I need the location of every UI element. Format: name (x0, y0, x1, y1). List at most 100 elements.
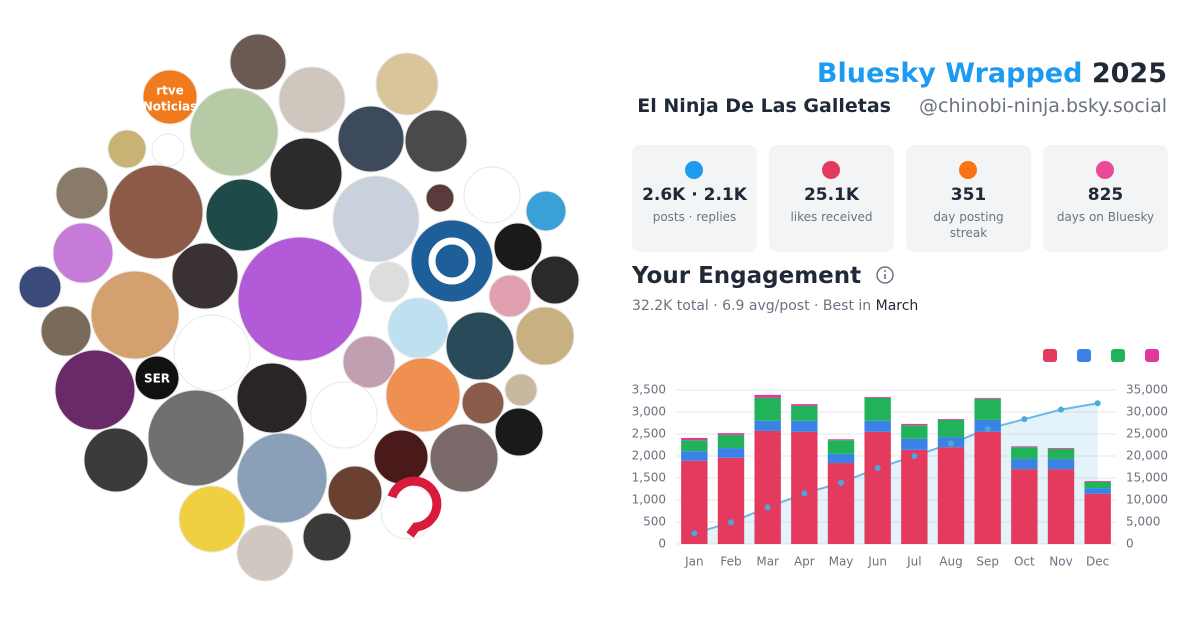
bar-segment (1084, 493, 1111, 544)
bar-segment (717, 448, 745, 458)
legend-icon[interactable] (1043, 349, 1057, 362)
x-tick-label: Jan (684, 555, 704, 569)
y2-tick-label: 35,000 (1126, 383, 1168, 397)
stat-label: day posting streak (933, 210, 1004, 240)
y-tick-label: 2,500 (632, 427, 666, 441)
stat-label: likes received (790, 210, 873, 224)
bar-segment (754, 420, 781, 431)
stat-value: 25.1K (803, 185, 860, 205)
avatar (425, 183, 455, 213)
line-point (1058, 406, 1064, 413)
avatar (445, 311, 515, 381)
bar-segment (1011, 459, 1038, 470)
avatar (387, 297, 449, 359)
bar-segment (901, 449, 928, 544)
handle: @chinobi-ninja.bsky.social (919, 95, 1167, 117)
avatar (302, 512, 352, 562)
y-tick-label: 2,000 (632, 449, 666, 463)
bar-segment (791, 420, 818, 432)
line-point (838, 479, 844, 486)
stat-icon (685, 161, 703, 179)
stat-label: posts · replies (652, 210, 737, 224)
stat-card: 25.1K likes received (769, 145, 894, 252)
avatar-ring (428, 237, 476, 285)
avatar (229, 33, 287, 91)
bar-segment (681, 460, 708, 544)
display-name: El Ninja De Las Galletas (637, 95, 891, 117)
bar-segment (937, 419, 965, 438)
bar-segment (717, 433, 745, 435)
line-point (728, 519, 734, 526)
legend-icon[interactable] (1145, 349, 1159, 362)
avatar-text: rtve (156, 84, 184, 98)
avatar (236, 524, 294, 582)
bar-segment (901, 438, 928, 450)
bar-segment (1011, 469, 1038, 544)
avatar (173, 314, 251, 392)
y2-tick-label: 30,000 (1126, 405, 1168, 419)
bar-segment (717, 457, 745, 544)
avatar (278, 66, 346, 134)
summary-text: 32.2K total · 6.9 avg/post · Best in (632, 298, 872, 314)
bar-segment (681, 451, 708, 461)
engagement-title: Your Engagement (632, 263, 895, 289)
avatar-logo (387, 476, 442, 538)
legend-icon[interactable] (1111, 349, 1125, 362)
x-tick-label: Sep (976, 555, 999, 569)
x-tick-label: Apr (794, 555, 815, 569)
stat-card: 351 day posting streak (906, 145, 1031, 252)
avatar (147, 389, 245, 487)
line-point (1021, 416, 1028, 423)
avatar (525, 190, 567, 232)
avatar (342, 335, 396, 389)
x-tick-label: Mar (756, 555, 779, 569)
y2-tick-label: 5,000 (1126, 515, 1160, 529)
stat-card: 2.6K · 2.1K posts · replies (632, 145, 757, 252)
avatar (368, 261, 410, 303)
legend-icon[interactable] (1077, 349, 1091, 362)
year: 2025 (1091, 58, 1167, 89)
avatar (504, 373, 538, 407)
avatar (463, 166, 521, 224)
avatar-text: SER (144, 372, 170, 386)
y-tick-label: 500 (643, 515, 666, 529)
y-tick-label: 1,500 (632, 471, 666, 485)
x-tick-label: Dec (1086, 555, 1109, 569)
bar-segment (717, 434, 745, 449)
stat-icon (1096, 161, 1114, 179)
x-tick-label: Nov (1049, 555, 1072, 569)
bar-segment (974, 397, 1001, 399)
info-icon[interactable] (875, 265, 895, 285)
bar-segment (937, 419, 965, 420)
avatar-cluster: rtve Noticias SER (18, 33, 580, 582)
avatar (52, 222, 114, 284)
avatar (337, 105, 405, 173)
user-row: El Ninja De Las Galletas @chinobi-ninja.… (637, 95, 1167, 117)
avatar (269, 137, 343, 211)
bar-segment (827, 463, 855, 544)
chart: 0 500 1,000 1,500 2,000 2,500 3,000 3,500 0 5,000… (632, 349, 1168, 569)
avatar (18, 265, 62, 309)
stat-value: 825 (1087, 185, 1124, 205)
bar-segment (827, 453, 855, 464)
avatar (205, 178, 279, 252)
y2-tick-label: 20,000 (1126, 449, 1168, 463)
avatar (237, 236, 363, 362)
engagement-title-text: Your Engagement (632, 263, 862, 289)
bar-segment (901, 423, 928, 426)
x-tick-label: May (829, 555, 854, 569)
avatar (189, 87, 279, 177)
line-point (1094, 400, 1101, 407)
stat-value: 351 (950, 185, 987, 205)
bar-segment (1047, 448, 1075, 449)
avatar (83, 427, 149, 493)
bar-segment (791, 405, 818, 421)
stat-label: days on Bluesky (1056, 210, 1155, 224)
avatar (327, 465, 383, 521)
bar-segment (1084, 481, 1111, 482)
x-tick-label: Aug (939, 555, 962, 569)
bar-segment (974, 398, 1001, 420)
bar-segment (791, 404, 818, 406)
line-point (691, 530, 698, 537)
avatar (332, 175, 420, 263)
